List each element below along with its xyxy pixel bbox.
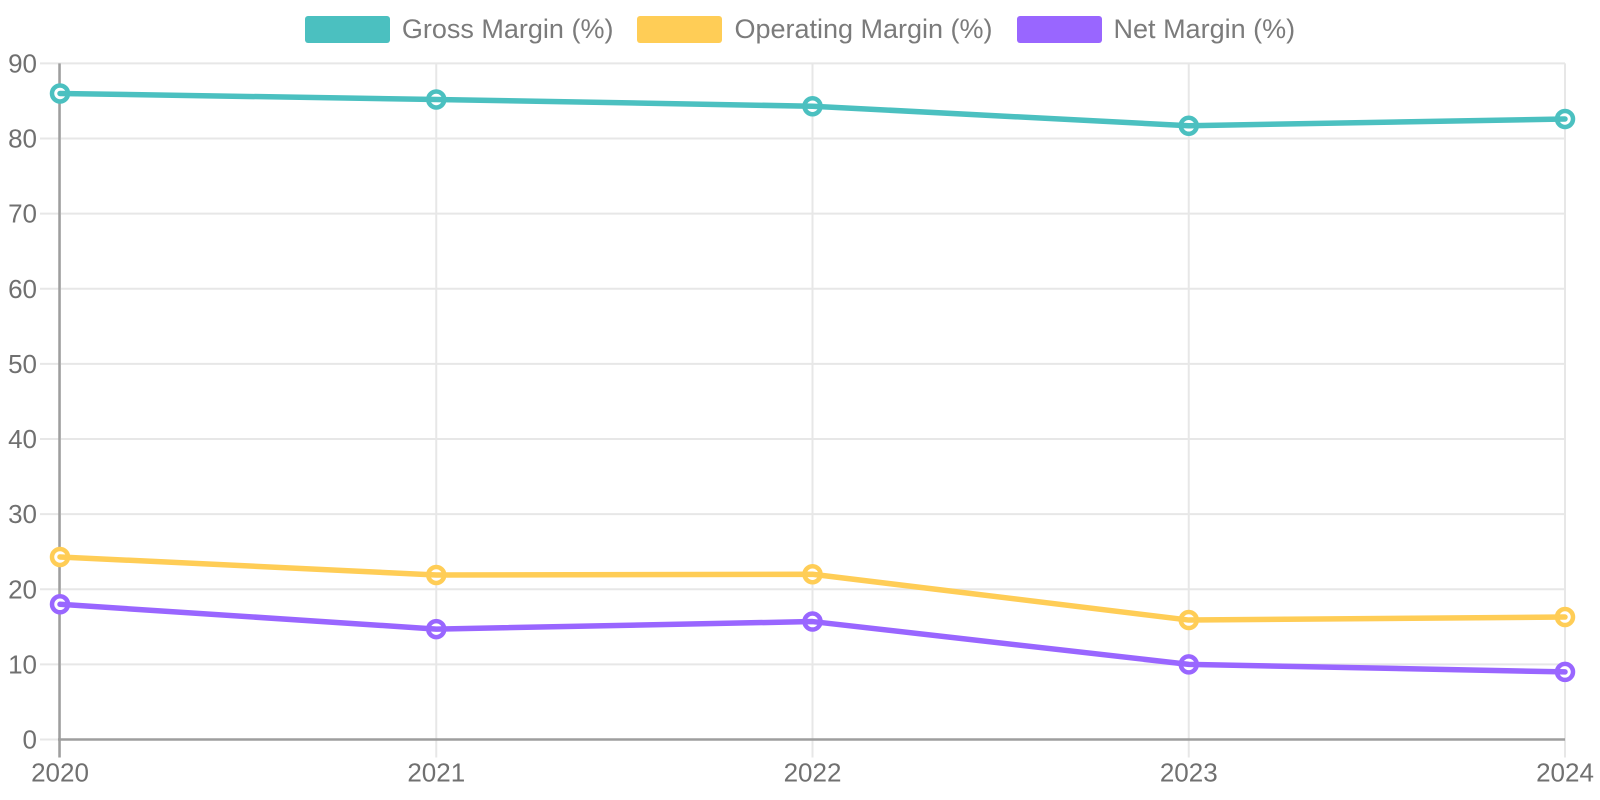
legend-label: Gross Margin (%) xyxy=(401,14,614,44)
x-tick-label: 2024 xyxy=(1536,758,1594,788)
x-tick-label: 2021 xyxy=(407,758,465,788)
x-tick-label: 2023 xyxy=(1160,758,1218,788)
legend-item-gross-margin[interactable]: Gross Margin (%) xyxy=(304,14,614,45)
y-tick-label: 70 xyxy=(8,199,37,229)
series-line xyxy=(57,554,1568,623)
y-tick-label: 90 xyxy=(8,48,37,78)
legend-label: Operating Margin (%) xyxy=(734,14,993,44)
legend-item-net-margin[interactable]: Net Margin (%) xyxy=(1016,14,1296,45)
y-tick-label: 20 xyxy=(8,574,37,604)
series-line xyxy=(57,601,1568,675)
y-tick-label: 0 xyxy=(23,725,37,755)
series-operating-margin xyxy=(49,546,1576,631)
legend-swatch-gross-margin xyxy=(304,16,390,43)
y-tick-label: 60 xyxy=(8,274,37,304)
legend-label: Net Margin (%) xyxy=(1113,14,1296,44)
y-tick-label: 50 xyxy=(8,349,37,379)
legend-item-operating-margin[interactable]: Operating Margin (%) xyxy=(637,14,993,45)
y-tick-label: 30 xyxy=(8,499,37,529)
series-gross-margin xyxy=(49,83,1576,137)
series-net-margin xyxy=(49,594,1576,683)
series-line xyxy=(57,90,1568,129)
x-tick-label: 2022 xyxy=(784,758,842,788)
y-tick-label: 40 xyxy=(8,424,37,454)
y-tick-label: 80 xyxy=(8,124,37,154)
x-tick-label: 2020 xyxy=(31,758,89,788)
chart-legend: Gross Margin (%) Operating Margin (%) Ne… xyxy=(0,14,1600,45)
legend-swatch-net-margin xyxy=(1016,16,1102,43)
legend-swatch-operating-margin xyxy=(637,16,723,43)
y-tick-label: 10 xyxy=(8,649,37,679)
